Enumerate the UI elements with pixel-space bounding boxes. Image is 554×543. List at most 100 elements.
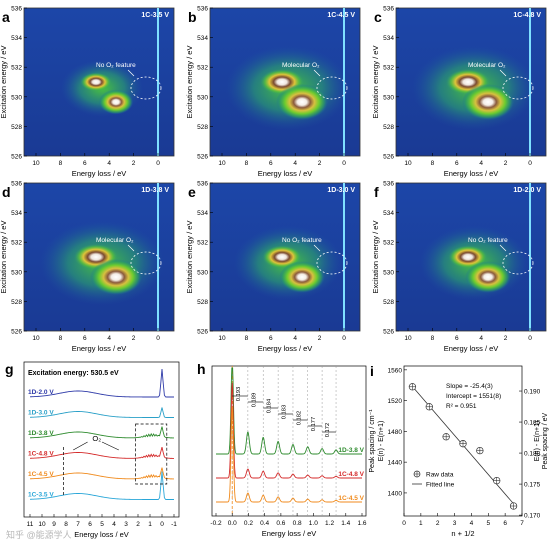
rixs-map: a No O₂ feature 1C-3.5 V 536 534 532 530 528 526… [0,6,175,178]
o2-region-circle [502,76,534,100]
x-tick-label: 4 [107,160,111,167]
o2-region-circle [316,76,348,100]
x-tick-label: 6 [503,520,507,527]
y-tick-label: 532 [11,65,22,72]
y-axis-label: Excitation energy / eV [185,46,194,119]
intercept-text: Intercept = 1551(8) [446,393,501,400]
y-tick-label: 532 [11,240,22,247]
x-tick-label: 10 [218,335,226,342]
x-tick-label: 1.0 [309,520,318,527]
panel-letter: a [2,9,10,25]
y-tick-label: 536 [197,181,208,188]
trace-label: 1C-4.5 V [338,495,364,502]
x-tick-label: 1 [148,521,152,528]
x-tick-label: 8 [64,521,68,528]
map-annotation: Molecular O₂ [96,237,134,244]
rixs-map: e No O₂ feature 1D-3.0 V 536 534 532 530 528 526… [185,181,361,353]
x-tick-label: 0.0 [228,520,237,527]
x-tick-label: 4 [293,160,297,167]
legend-fit-label: Fitted line [426,482,455,489]
y-tick-label: 528 [383,124,394,131]
spectrum-trace [29,407,174,418]
panel-g: g Excitation energy: 530.5 eV 1D-2.0 V 1D-3… [5,361,180,539]
o2-arrow-left [73,441,88,451]
x-tick-label: 0 [342,335,346,342]
spacing-label: 0.189 [252,393,258,408]
y-axis-label: Peak spacing / cm⁻¹ [369,409,376,473]
plot-frame [23,361,180,518]
x-tick-label: 2 [318,160,322,167]
rixs-map: b Molecular O₂ 1C-4.5 V 536 534 532 530 528 526 1… [185,6,361,178]
x-tick-label: 2 [136,521,140,528]
x-tick-label: 0 [156,335,160,342]
map-annotation: Molecular O₂ [468,62,506,69]
y-tick-label: 1440 [388,460,403,467]
watermark: 知乎 @能源学人 [6,529,72,540]
map-title: 1D-2.0 V [513,187,541,194]
y-tick-label: 1480 [388,429,403,436]
y-tick-label: 1560 [388,367,403,374]
annotation-arrow [127,69,135,77]
x-tick-label: 6 [455,335,459,342]
x-tick-label: 11 [27,521,34,528]
x-tick-label: 1 [419,520,423,527]
x-tick-label: 7 [520,520,524,527]
x-axis-label: Energy loss / eV [74,530,129,539]
y-tick-label: 530 [11,269,22,276]
y-tick-label: 536 [197,6,208,13]
y-right-tick-label: 0.180 [524,451,541,458]
x-tick-label: 10 [32,335,40,342]
y-tick-label: 528 [197,299,208,306]
map-main-feature [276,84,328,120]
y-tick-label: 534 [197,35,208,42]
spacing-label: 0.177 [311,417,317,432]
x-tick-label: 4 [479,335,483,342]
panel-letter: i [370,363,374,379]
x-tick-label: 0 [528,335,532,342]
map-upper-feature [80,72,112,92]
annotation-arrow [499,244,507,252]
x-tick-label: 4 [112,521,116,528]
y-tick-label: 528 [11,299,22,306]
y-tick-label: 1400 [388,490,403,497]
trace-label: 1D-2.0 V [28,389,54,396]
y-right-tick-label: 0.185 [524,420,541,427]
x-tick-label: 1.4 [341,520,350,527]
spectrum-trace [216,367,362,455]
trace-label: 1D-3.8 V [28,430,54,437]
y-tick-label: 532 [197,240,208,247]
spectrum-trace [29,467,175,480]
panel-title: Excitation energy: 530.5 eV [28,370,119,377]
x-tick-label: 8 [59,160,63,167]
y-tick-label: 534 [11,35,22,42]
x-tick-label: 6 [269,335,273,342]
x-tick-label: 6 [88,521,92,528]
panel-h: h 1D-3.8 V 1C-4.8 V 1C-4.5 V 0.193 0.189 0.184… [197,361,367,538]
x-tick-label: 10 [218,160,226,167]
y-tick-label: 526 [197,329,208,336]
y-right-tick-label: 0.175 [524,482,541,489]
y-tick-label: 530 [11,94,22,101]
y-axis-label-2: E(n) - E(n+1) [378,421,385,462]
y-right-axis-label-2: E(n) - E(n+1) [534,421,541,462]
o2-arrow-right [101,441,119,451]
y-axis-label: Excitation energy / eV [371,46,380,119]
map-main-feature [462,84,514,120]
x-tick-label: 3 [124,521,128,528]
x-tick-label: 5 [100,521,104,528]
slope-text: Slope = -25.4(3) [446,383,493,390]
o2-annotation: O₂ [92,434,101,443]
x-tick-label: 8 [245,335,249,342]
x-tick-label: 10 [404,335,412,342]
panel-letter: c [374,9,382,25]
map-main-feature [279,261,325,293]
x-axis-label: Energy loss / eV [72,344,127,353]
y-axis-label: Excitation energy / eV [0,46,8,119]
trace-label: 1C-4.8 V [338,471,364,478]
x-tick-label: 1.2 [325,520,334,527]
map-annotation: No O₂ feature [96,62,136,69]
y-tick-label: 536 [11,181,22,188]
panel-letter: d [2,184,11,200]
x-tick-label: 0 [160,521,164,528]
